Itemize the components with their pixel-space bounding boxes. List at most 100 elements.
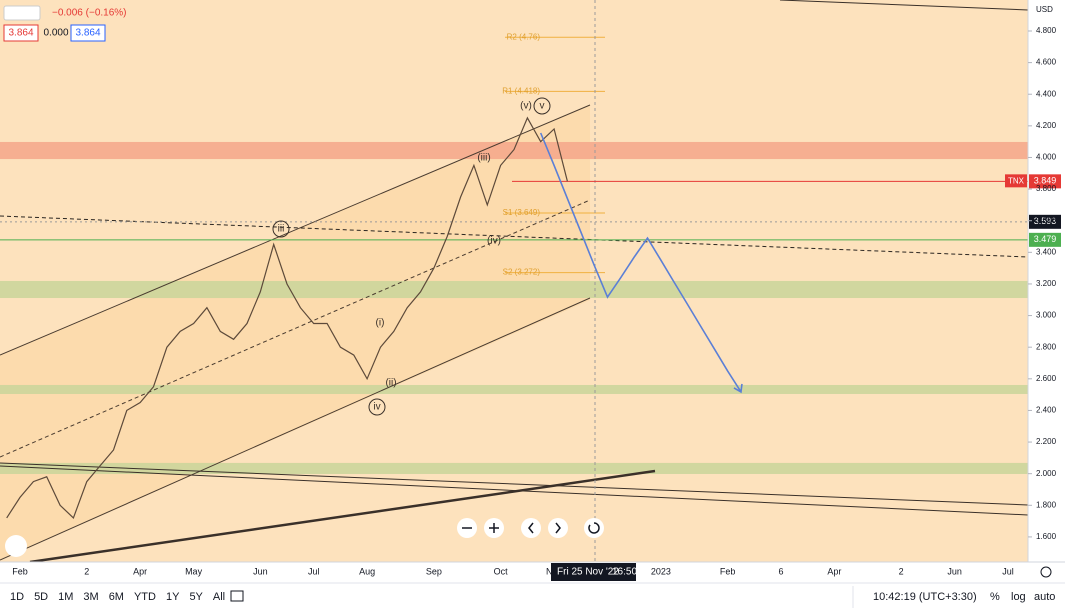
y-tick-label: 4.200	[1036, 121, 1057, 130]
y-tick-label: 2.400	[1036, 406, 1057, 415]
zone	[0, 462, 1028, 474]
pivot-label: S1 (3.649)	[503, 208, 541, 217]
nav-buttons	[457, 518, 604, 538]
change: −0.006 (−0.16%)	[52, 8, 127, 19]
projection-line	[539, 132, 742, 393]
price-tag-label: 3.479	[1034, 234, 1057, 244]
reset[interactable]	[584, 518, 604, 538]
scale-option[interactable]: %	[990, 591, 1000, 603]
x-tick-label: 2023	[651, 566, 671, 576]
symbol-tag	[1005, 174, 1027, 188]
scale-option[interactable]: log	[1011, 591, 1026, 603]
range-button[interactable]: 6M	[109, 591, 124, 603]
settings[interactable]	[1040, 566, 1052, 578]
crosshair-date-bg	[551, 563, 636, 581]
bid: 3.864	[8, 28, 33, 39]
x-tick-label: Apr	[133, 566, 147, 576]
icon	[489, 523, 499, 533]
scroll-left[interactable]	[521, 518, 541, 538]
price-tag	[1029, 214, 1061, 229]
icon	[528, 522, 534, 534]
y-tick-label: 3.000	[1036, 311, 1057, 320]
range-button[interactable]: 1D	[10, 591, 24, 603]
y-tick-label: 4.000	[1036, 153, 1057, 162]
x-tick-label: Aug	[359, 566, 375, 576]
y-tick-label: 1.800	[1036, 500, 1057, 509]
x-tick-label: Jul	[308, 566, 320, 576]
symbol-icon[interactable]	[3, 5, 41, 21]
y-tick-label: 2.200	[1036, 437, 1057, 446]
clock: 10:42:19 (UTC+3:30)	[873, 591, 977, 603]
wave-label: (iii)	[477, 153, 490, 164]
range-button[interactable]: 3M	[83, 591, 98, 603]
icon	[555, 522, 561, 534]
price-tag-label: 3.593	[1034, 216, 1057, 226]
range-button[interactable]: 5D	[34, 591, 48, 603]
x-tick-label: Jul	[1002, 566, 1014, 576]
x-tick-label: Jun	[947, 566, 962, 576]
x-tick-label: Feb	[12, 566, 28, 576]
x-tick-label: Feb	[720, 566, 736, 576]
crosshair-date: Fri 25 Nov '22	[557, 567, 619, 578]
x-tick-label: Apr	[827, 566, 841, 576]
wave-label: iii	[278, 224, 285, 235]
y-tick-label: 4.800	[1036, 26, 1057, 35]
price-axis	[1028, 0, 1065, 562]
time-axis	[0, 562, 1065, 583]
x-tick-label: 2	[84, 566, 89, 576]
x-tick-label: May	[185, 566, 203, 576]
wave-circle	[533, 97, 551, 115]
crosshair-time: 16:50	[612, 567, 637, 578]
x-tick-label: Oct	[494, 566, 509, 576]
zone	[0, 384, 1028, 394]
pivot-label: R2 (4.76)	[507, 32, 541, 41]
x-tick-label: Sep	[426, 566, 442, 576]
x-tick-label: Jun	[253, 566, 268, 576]
ask: 3.864	[75, 28, 100, 39]
bid-box[interactable]	[3, 24, 39, 42]
scale-option[interactable]: auto	[1034, 591, 1055, 603]
y-tick-label: 2.600	[1036, 374, 1057, 383]
trend-line	[0, 462, 1029, 506]
arrowhead	[733, 383, 743, 394]
trend-line	[0, 215, 1029, 258]
trend-line	[779, 0, 1029, 11]
price-line	[6, 116, 568, 519]
range-button[interactable]: 1M	[58, 591, 73, 603]
channel-shade	[0, 105, 590, 560]
pivot-label: R1 (4.418)	[502, 86, 540, 95]
wave-circle	[272, 220, 290, 238]
date-range-icon[interactable]	[230, 590, 244, 602]
y-tick-label: 2.000	[1036, 469, 1057, 478]
trend-line	[29, 469, 656, 564]
range-button[interactable]: YTD	[134, 591, 156, 603]
range-button[interactable]: All	[213, 591, 225, 603]
channel-midline	[0, 199, 591, 458]
wave-label: v	[540, 101, 545, 112]
ask-box[interactable]	[70, 24, 106, 42]
y-tick-label: 3.200	[1036, 279, 1057, 288]
x-tick-label: 2	[899, 566, 904, 576]
range-button[interactable]: 1Y	[166, 591, 180, 603]
channel-line	[0, 297, 591, 561]
y-tick-label: 1.600	[1036, 532, 1057, 541]
scroll-right[interactable]	[548, 518, 568, 538]
icon	[588, 522, 600, 534]
pivot-label: S2 (3.272)	[503, 268, 541, 277]
y-tick-label: 3.800	[1036, 184, 1057, 193]
price-tag-label: 3.849	[1034, 176, 1057, 186]
wave-label: (v)	[520, 101, 532, 112]
logo[interactable]	[5, 535, 27, 557]
currency: USD	[1036, 5, 1053, 14]
wave-circle	[368, 398, 386, 416]
y-tick-label: 3.600	[1036, 216, 1057, 225]
wave-label: (ii)	[385, 378, 396, 389]
price-tag	[1029, 232, 1061, 247]
x-tick-label: 6	[779, 566, 784, 576]
y-tick-label: 4.600	[1036, 58, 1057, 67]
zone	[0, 280, 1028, 299]
price-tag	[1029, 174, 1061, 189]
y-tick-label: 4.400	[1036, 89, 1057, 98]
range-button[interactable]: 5Y	[189, 591, 203, 603]
